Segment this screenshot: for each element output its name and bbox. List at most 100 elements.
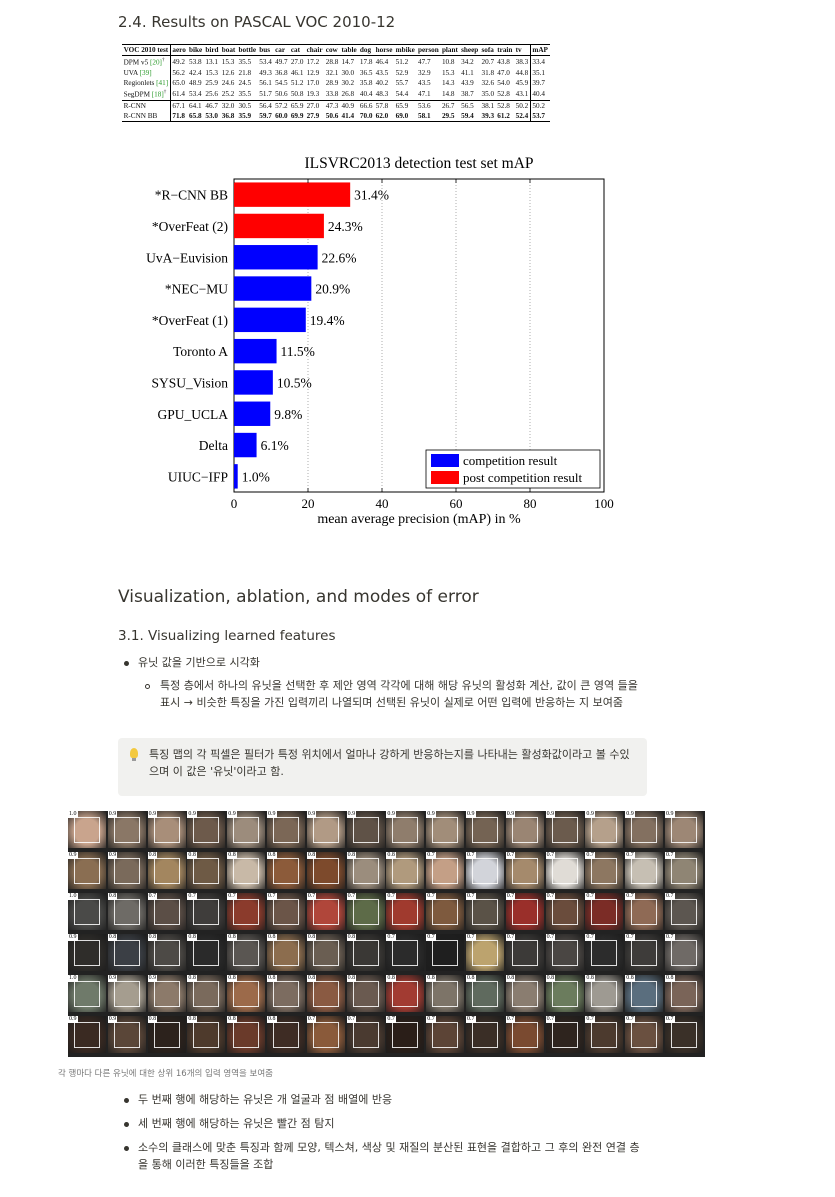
activation-score: 0.8 — [346, 975, 357, 982]
patch-highlight — [432, 858, 459, 884]
activation-score: 0.7 — [665, 852, 675, 859]
activation-score: 0.7 — [386, 1016, 396, 1023]
patch-highlight — [233, 981, 260, 1007]
feature-patch: 0.8 — [466, 975, 504, 1012]
x-axis-label: mean average precision (mAP) in % — [317, 512, 521, 527]
activation-score: 0.7 — [227, 893, 237, 900]
patch-highlight — [392, 981, 419, 1007]
table-header-cell: chair — [305, 43, 325, 57]
category-label: SYSU_Vision — [152, 375, 229, 390]
activation-score: 0.9 — [466, 811, 476, 818]
activation-score: 0.8 — [346, 934, 357, 941]
patch-highlight — [511, 817, 538, 843]
citation-link[interactable]: [39] — [139, 68, 152, 77]
patch-highlight — [511, 1022, 538, 1048]
voc-results-table: VOC 2010 test aero bike bird boat bottle bus ca… — [122, 43, 550, 123]
activation-score: 0.8 — [187, 975, 197, 982]
feature-patch: 0.7 — [545, 934, 584, 971]
sub-bullet-text: 특정 층에서 하나의 유닛을 선택한 후 제안 영역 각각에 대해 해당 유닛의… — [160, 679, 638, 709]
patch-highlight — [511, 899, 538, 925]
feature-patch: 0.7 — [386, 893, 425, 930]
bullet-dot — [124, 661, 129, 666]
feature-patch: 0.7 — [665, 852, 703, 889]
feature-patch: 0.9 — [346, 811, 385, 848]
patch-highlight — [153, 899, 180, 925]
citation-link[interactable]: [41] — [156, 79, 169, 87]
activation-score: 0.9 — [227, 811, 237, 818]
patch-highlight — [511, 940, 538, 966]
table-value-cell: 54.0 — [497, 79, 510, 87]
patch-highlight — [591, 981, 618, 1007]
activation-score: 0.7 — [545, 1016, 556, 1023]
bullet-dot — [124, 1146, 129, 1151]
feature-patch: 0.8 — [306, 852, 345, 889]
activation-score: 0.8 — [267, 1016, 277, 1023]
feature-patch: 0.8 — [306, 934, 345, 971]
table-value-cell: 50.2 — [514, 99, 531, 111]
bar — [234, 338, 277, 364]
table-header-cell: train — [495, 43, 515, 57]
patch-highlight — [74, 858, 100, 884]
activation-score: 0.8 — [267, 852, 277, 859]
table-value-cell: 24.5 — [238, 79, 252, 87]
feature-patch: 0.9 — [625, 811, 664, 848]
patch-highlight — [312, 1022, 339, 1048]
table-value-cell: 47.7 — [417, 57, 431, 66]
table-value-cell: 38.7 — [461, 89, 474, 98]
table-header-cell: mAP — [529, 43, 550, 57]
value-label: 1.0% — [242, 469, 270, 484]
activation-score: 0.7 — [585, 893, 595, 900]
patch-highlight — [113, 1022, 140, 1048]
patch-highlight — [631, 858, 658, 884]
activation-score: 0.7 — [346, 893, 357, 900]
table-value-cell: 26.8 — [341, 89, 355, 98]
feature-patch: 0.9 — [306, 811, 345, 848]
table-value-cell: 39.7 — [529, 78, 550, 89]
patch-highlight — [472, 899, 498, 925]
x-tick-label: 80 — [524, 496, 537, 511]
table-value-cell: 67.1 — [170, 99, 188, 111]
patch-highlight — [193, 940, 220, 966]
table-value-cell: 21.8 — [238, 68, 252, 77]
activation-score: 0.7 — [466, 893, 476, 900]
table-value-cell: 64.1 — [187, 99, 204, 111]
feature-patch: 0.7 — [505, 852, 544, 889]
activation-score: 0.8 — [227, 1016, 237, 1023]
section-heading-3-1: 3.1. Visualizing learned features — [118, 628, 336, 644]
patch-highlight — [153, 981, 180, 1007]
table-value-cell: 15.3 — [221, 57, 235, 66]
table-value-cell: 56.4 — [257, 99, 274, 111]
table-value-cell: 50.6 — [275, 89, 288, 98]
activation-score: 0.8 — [147, 852, 158, 859]
citation-link[interactable]: [20] — [149, 58, 162, 67]
activation-score: 0.8 — [545, 975, 556, 982]
table-value-cell: 14.7 — [341, 57, 355, 66]
activation-score: 0.7 — [585, 934, 595, 941]
feature-patch: 0.7 — [306, 893, 345, 930]
table-row: R-CNN BB 71.8 65.8 53.0 36.8 35.9 59.7 60.0 69.9… — [122, 111, 550, 123]
table-value-cell: 34.2 — [461, 57, 474, 66]
activation-score: 0.7 — [306, 893, 317, 900]
table-value-cell: 41.1 — [461, 68, 474, 77]
feature-patch: 0.7 — [505, 934, 544, 971]
feature-patch: 0.8 — [306, 975, 345, 1012]
activation-score: 0.7 — [625, 852, 635, 859]
feature-patch: 0.7 — [505, 1016, 544, 1053]
patch-highlight — [312, 940, 339, 966]
patch-highlight — [511, 858, 538, 884]
grid-caption: 각 행마다 다른 유닛에 대한 상위 16개의 입력 영역을 보여줌 — [58, 1069, 273, 1079]
patch-highlight — [352, 817, 379, 843]
category-label: Delta — [199, 438, 228, 453]
activation-score: 0.9 — [625, 811, 635, 818]
category-label: *OverFeat (2) — [152, 219, 228, 234]
citation-link[interactable]: [18] — [151, 90, 164, 99]
patch-highlight — [671, 940, 697, 966]
table-value-cell: 43.5 — [375, 68, 389, 77]
feature-patch: 0.7 — [187, 893, 226, 930]
activation-score: 0.8 — [187, 1016, 197, 1023]
feature-patch: 0.8 — [227, 852, 266, 889]
value-label: 31.4% — [354, 188, 389, 203]
activation-score: 0.9 — [306, 811, 317, 818]
feature-patch: 0.9 — [585, 811, 624, 848]
activation-score: 0.9 — [187, 811, 197, 818]
